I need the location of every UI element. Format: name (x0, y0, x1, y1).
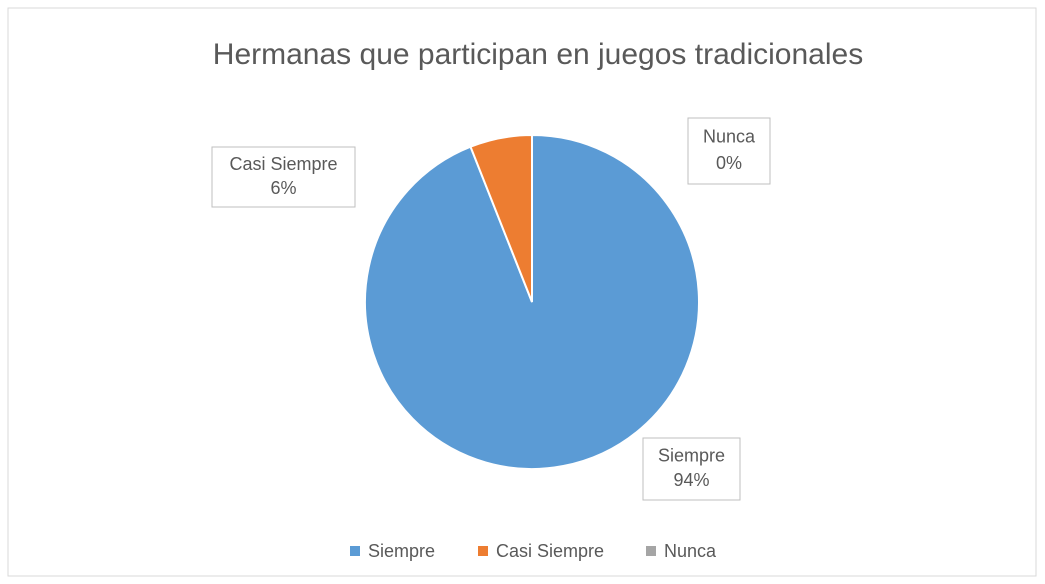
data-label-box (642, 437, 741, 501)
legend-swatch (646, 546, 656, 556)
legend-swatch (350, 546, 360, 556)
data-label-value: 0% (716, 153, 742, 173)
data-label-category: Casi Siempre (229, 154, 337, 174)
data-label-value: 94% (673, 470, 709, 490)
data-label-category: Siempre (658, 445, 725, 465)
data-label-box (211, 146, 356, 208)
data-label-category: Nunca (703, 127, 756, 147)
data-label-value: 6% (270, 178, 296, 198)
legend-label: Casi Siempre (496, 541, 604, 561)
legend-swatch (478, 546, 488, 556)
chart-title: Hermanas que participan en juegos tradic… (213, 38, 863, 71)
legend-label: Nunca (664, 541, 717, 561)
legend-label: Siempre (368, 541, 435, 561)
data-label-box (687, 117, 771, 185)
